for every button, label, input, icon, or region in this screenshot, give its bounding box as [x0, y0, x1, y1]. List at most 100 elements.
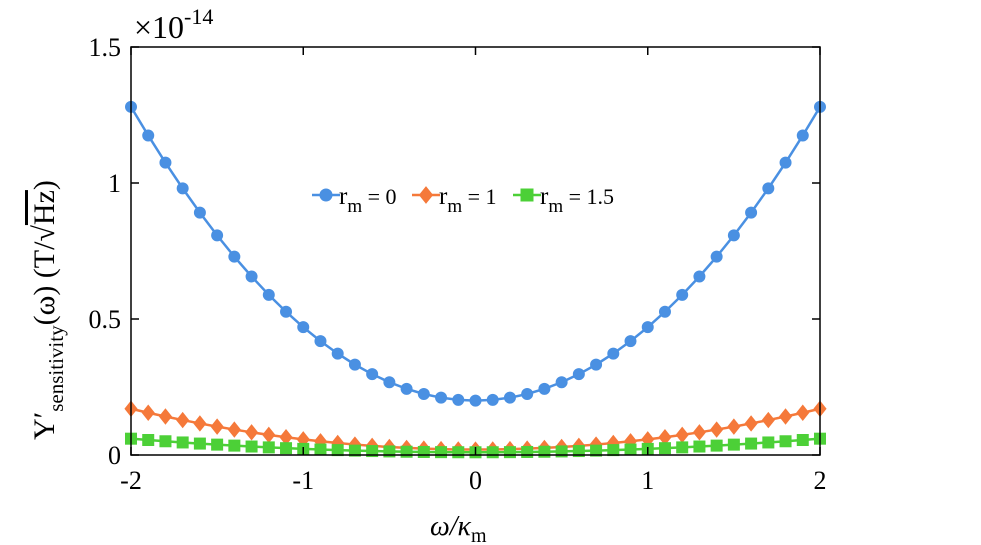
data-point — [692, 424, 707, 441]
data-point — [176, 411, 190, 429]
data-point — [693, 440, 706, 453]
data-point — [486, 393, 499, 406]
data-point — [193, 437, 206, 450]
data-point — [796, 129, 809, 142]
data-point — [331, 347, 344, 360]
legend-entry-0: rm = 0 — [312, 183, 397, 217]
legend: rm = 0 rm = 1 rm = 1.5 — [312, 183, 614, 217]
data-point — [159, 435, 172, 448]
y-axis-title: Y′sensitivity(ω) (T/√Hz) — [28, 180, 68, 440]
data-point — [228, 439, 241, 452]
legend-label: rm = 1 — [439, 183, 497, 217]
legend-marker — [418, 186, 434, 204]
data-point — [658, 305, 671, 318]
data-point — [158, 408, 173, 425]
data-point — [314, 443, 327, 456]
data-point — [245, 440, 258, 453]
x-tick-label: -1 — [292, 466, 314, 495]
data-point — [521, 387, 534, 400]
data-point — [710, 421, 724, 438]
y-tick-label: 0.5 — [89, 305, 122, 334]
data-point — [607, 444, 620, 457]
y-tick-label: 0 — [108, 441, 121, 470]
legend-entry-1: rm = 1 — [412, 183, 497, 217]
data-point — [727, 438, 740, 451]
data-point — [262, 426, 276, 444]
data-point — [503, 391, 516, 404]
data-point — [435, 446, 448, 459]
data-point — [244, 424, 259, 441]
data-point — [779, 156, 792, 169]
data-point — [486, 446, 499, 459]
data-point — [590, 358, 603, 371]
x-tick-label: 1 — [641, 466, 654, 495]
data-point — [262, 288, 275, 301]
data-point — [142, 129, 155, 142]
data-point — [745, 437, 758, 450]
data-point — [744, 415, 758, 432]
data-point — [572, 368, 585, 381]
data-point — [366, 368, 379, 381]
data-point — [383, 445, 396, 458]
data-point — [314, 335, 327, 348]
x-tick-label: 2 — [814, 466, 827, 495]
data-point — [710, 439, 723, 452]
data-point — [745, 206, 758, 219]
ticks-layer: -2 -1 0 1 2 0 0.5 1 1.5 — [89, 33, 827, 495]
data-point — [641, 321, 654, 334]
data-point — [348, 444, 361, 457]
data-point — [417, 445, 430, 458]
data-point — [538, 445, 551, 458]
y-scale-label: ×10-14 — [134, 4, 213, 45]
data-point — [658, 442, 671, 455]
data-point — [538, 382, 551, 395]
data-point — [469, 394, 482, 407]
x-tick-label: -2 — [120, 466, 142, 495]
data-point — [366, 445, 379, 458]
data-point — [193, 415, 207, 432]
data-point — [435, 391, 448, 404]
data-point — [297, 321, 310, 334]
data-point — [227, 421, 241, 438]
data-point — [796, 404, 810, 421]
data-point — [159, 156, 172, 169]
series-0 — [125, 100, 826, 407]
data-point — [624, 335, 637, 348]
data-point — [452, 393, 465, 406]
data-point — [624, 443, 637, 456]
data-point — [779, 435, 792, 448]
data-point — [727, 418, 741, 435]
data-point — [503, 446, 516, 459]
data-point — [590, 444, 603, 457]
data-point — [761, 411, 775, 429]
data-point — [211, 229, 224, 242]
data-point — [676, 288, 689, 301]
legend-label: rm = 0 — [339, 183, 397, 217]
data-point — [176, 182, 189, 195]
series-layer — [124, 100, 827, 459]
y-tick-label: 1 — [108, 169, 121, 198]
legend-marker — [520, 188, 534, 202]
data-point — [383, 376, 396, 389]
data-point — [228, 250, 241, 263]
data-point — [400, 445, 413, 458]
data-point — [607, 347, 620, 360]
data-point — [211, 438, 224, 451]
data-point — [141, 404, 155, 421]
legend-marker — [319, 188, 333, 202]
data-point — [727, 229, 740, 242]
data-point — [176, 436, 189, 449]
data-point — [572, 445, 585, 458]
data-point — [778, 408, 793, 425]
data-point — [210, 418, 224, 435]
y-tick-label: 1.5 — [89, 33, 122, 62]
data-point — [142, 434, 155, 447]
legend-entry-2: rm = 1.5 — [513, 183, 614, 217]
data-point — [762, 182, 775, 195]
data-point — [675, 426, 689, 444]
data-point — [245, 270, 258, 283]
data-point — [348, 358, 361, 371]
data-point — [280, 305, 293, 318]
data-point — [452, 446, 465, 459]
